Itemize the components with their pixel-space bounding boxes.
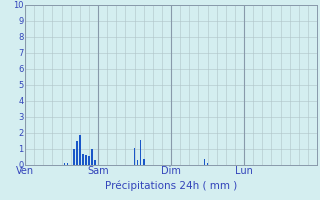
Bar [82,154,84,165]
Bar [143,159,145,165]
Bar [94,160,96,165]
Bar [85,155,87,165]
Bar [207,163,208,165]
Bar [204,159,205,165]
Bar [79,135,81,165]
Bar [76,141,78,165]
Bar [73,149,75,165]
Bar [140,140,141,165]
X-axis label: Précipitations 24h ( mm ): Précipitations 24h ( mm ) [105,181,237,191]
Bar [67,163,68,165]
Bar [88,156,90,165]
Bar [133,148,135,165]
Bar [91,149,93,165]
Bar [64,163,66,165]
Bar [137,160,139,165]
